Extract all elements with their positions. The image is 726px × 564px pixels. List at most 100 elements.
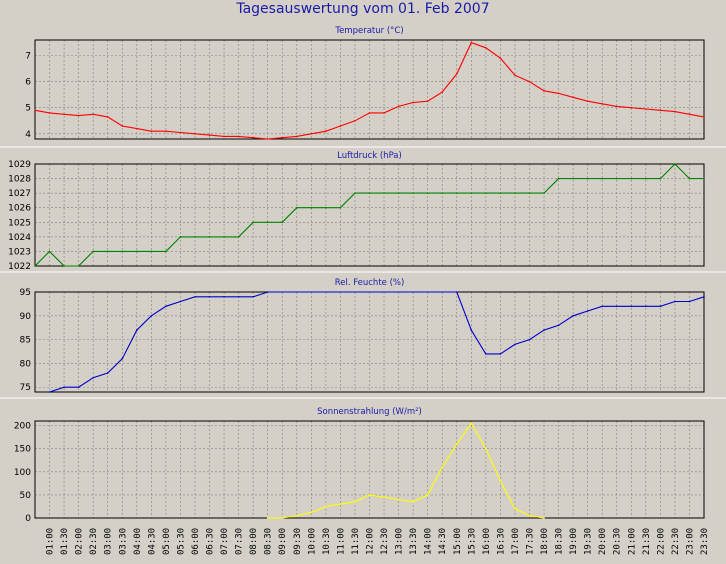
x-tick-label: 18:00 xyxy=(540,528,550,555)
data-point xyxy=(470,192,473,194)
x-tick-label: 20:00 xyxy=(598,528,608,555)
data-point xyxy=(543,517,545,519)
data-point xyxy=(92,113,94,116)
data-point xyxy=(63,265,65,267)
data-point xyxy=(397,105,400,108)
x-tick-label: 11:00 xyxy=(336,528,346,555)
data-point xyxy=(514,507,516,510)
x-tick-label: 19:00 xyxy=(569,528,579,555)
y-tick-label: 75 xyxy=(20,383,31,393)
x-tick-label: 03:00 xyxy=(104,528,114,555)
data-point xyxy=(165,305,167,308)
data-point xyxy=(266,517,269,519)
y-tick-label: 1026 xyxy=(8,204,31,214)
data-point xyxy=(528,514,531,517)
data-point xyxy=(266,221,269,224)
x-tick-label: 07:30 xyxy=(235,528,245,555)
data-point xyxy=(470,329,473,331)
x-tick-label: 04:00 xyxy=(133,528,143,555)
plot-frame xyxy=(34,163,705,267)
data-point xyxy=(266,138,269,140)
x-tick-label: 23:00 xyxy=(685,528,695,555)
data-point xyxy=(528,80,531,83)
data-point xyxy=(557,177,560,180)
x-tick-label: 14:30 xyxy=(438,528,448,555)
y-tick-label: 5 xyxy=(25,104,31,114)
data-point xyxy=(543,329,545,331)
data-point xyxy=(63,386,65,389)
series-line xyxy=(267,422,545,519)
data-point xyxy=(615,105,618,108)
data-point xyxy=(339,503,342,505)
data-point xyxy=(630,305,633,308)
data-point xyxy=(674,163,676,165)
x-tick-label: 19:30 xyxy=(584,528,594,555)
data-point xyxy=(325,206,327,209)
y-tick-label: 200 xyxy=(14,422,31,432)
data-point xyxy=(121,125,124,127)
data-point xyxy=(586,100,589,103)
x-tick-label: 08:30 xyxy=(264,528,274,555)
x-tick-label: 08:00 xyxy=(249,528,259,555)
data-point xyxy=(92,376,94,379)
data-point xyxy=(106,116,109,118)
data-point xyxy=(194,236,196,238)
data-point xyxy=(325,505,327,508)
y-tick-label: 95 xyxy=(20,288,31,298)
data-point xyxy=(514,192,516,194)
x-tick-label: 12:00 xyxy=(366,528,376,555)
data-point xyxy=(194,295,196,298)
x-tick-label: 03:30 xyxy=(118,528,128,555)
x-tick-label: 07:00 xyxy=(220,528,230,555)
data-point xyxy=(397,192,400,194)
y-tick-label: 7 xyxy=(25,52,31,62)
data-point xyxy=(455,192,458,194)
data-point xyxy=(150,315,153,317)
data-point xyxy=(383,112,385,114)
data-point xyxy=(179,300,182,303)
data-point xyxy=(485,353,487,355)
data-point xyxy=(455,73,458,75)
series-line xyxy=(49,291,705,393)
data-point xyxy=(441,91,444,93)
x-tick-label: 21:00 xyxy=(627,528,637,555)
x-tick-label: 11:30 xyxy=(351,528,361,555)
x-tick-label: 17:30 xyxy=(525,528,535,555)
x-tick-label: 04:30 xyxy=(147,528,157,555)
data-point xyxy=(412,192,414,194)
y-tick-label: 100 xyxy=(14,468,31,478)
data-point xyxy=(121,250,124,253)
data-point xyxy=(106,250,109,253)
data-point xyxy=(441,192,444,194)
data-point xyxy=(383,496,385,499)
y-tick-label: 50 xyxy=(20,491,32,501)
data-point xyxy=(674,300,676,303)
page-title: Tagesauswertung vom 01. Feb 2007 xyxy=(236,1,490,17)
data-point xyxy=(208,236,211,238)
data-point xyxy=(208,295,211,298)
data-point xyxy=(645,305,647,308)
data-point xyxy=(659,177,662,180)
data-point xyxy=(615,305,618,308)
x-tick-label: 20:30 xyxy=(613,528,623,555)
y-tick-label: 90 xyxy=(20,312,32,322)
data-point xyxy=(92,250,94,253)
data-point xyxy=(572,177,574,180)
data-point xyxy=(557,92,560,95)
data-point xyxy=(310,206,313,209)
data-point xyxy=(615,177,618,180)
data-point xyxy=(63,113,65,116)
data-point xyxy=(470,41,473,44)
data-point xyxy=(383,192,385,194)
data-point xyxy=(586,310,589,312)
data-point xyxy=(48,391,51,393)
data-point xyxy=(354,119,356,122)
x-tick-label: 09:00 xyxy=(278,528,288,555)
y-tick-label: 85 xyxy=(20,336,31,346)
y-tick-label: 150 xyxy=(14,445,31,455)
y-tick-label: 4 xyxy=(25,130,31,140)
data-point xyxy=(688,113,691,116)
data-point xyxy=(514,74,516,76)
data-point xyxy=(543,192,545,194)
data-point xyxy=(426,100,429,103)
